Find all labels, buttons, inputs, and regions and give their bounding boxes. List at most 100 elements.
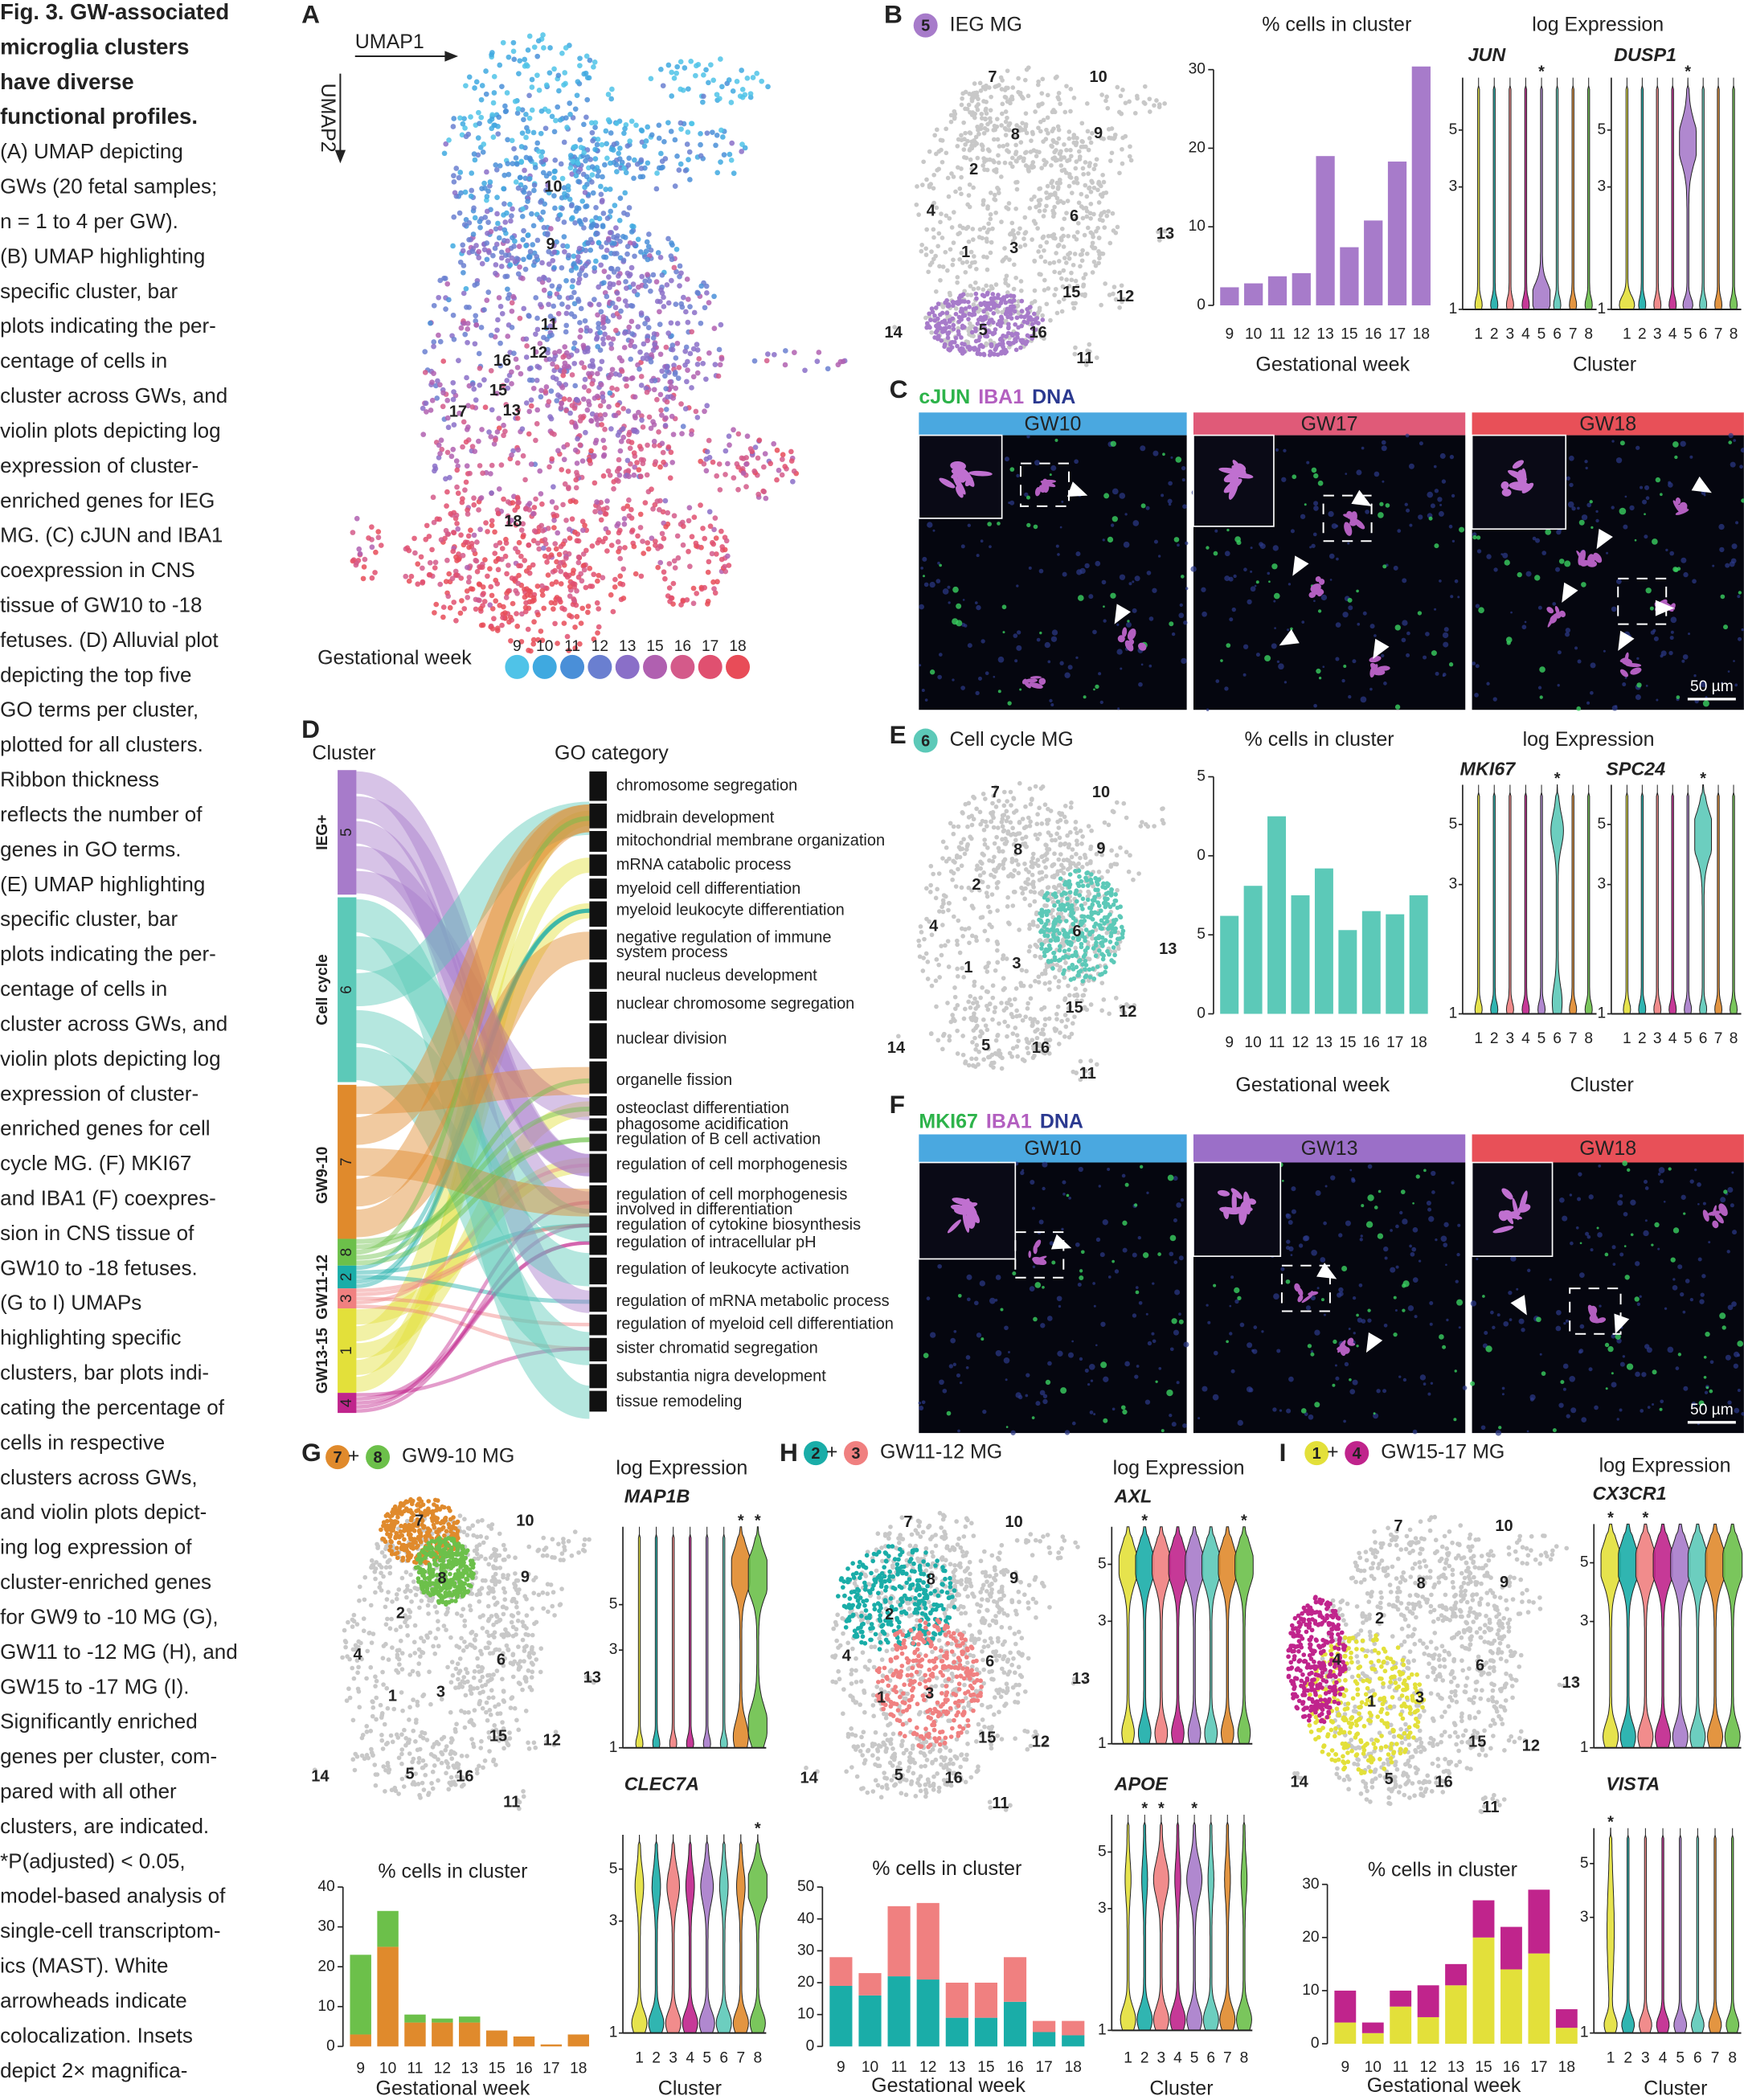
umap-point: [509, 452, 514, 458]
umap-point: [995, 941, 1001, 947]
umap-point: [1080, 993, 1086, 998]
umap-point: [1062, 256, 1067, 260]
umap-point: [638, 157, 645, 163]
umap-point: [735, 431, 742, 437]
umap-point: [483, 91, 489, 97]
umap-point: [995, 137, 1001, 142]
umap-point: [1055, 869, 1061, 874]
umap-point: [961, 837, 966, 842]
umap-point: [1000, 259, 1005, 264]
umap-point: [702, 535, 708, 542]
umap-point: [614, 468, 620, 474]
umap-point: [489, 407, 495, 413]
umap-point: [441, 150, 448, 157]
umap-point: [791, 468, 797, 474]
umap-point: [706, 350, 712, 356]
umap-point: [568, 294, 575, 301]
umap-point: [1030, 865, 1035, 870]
umap-point: [534, 583, 541, 589]
umap-point: [1026, 815, 1031, 821]
umap-point: [538, 301, 543, 308]
cluster-label: 11: [1076, 350, 1093, 367]
umap-point: [657, 559, 664, 566]
umap-point: [783, 348, 788, 354]
caption-line: plotted for all clusters.: [0, 732, 203, 756]
umap-point: [468, 527, 473, 534]
umap-point: [665, 300, 672, 306]
umap-point: [981, 225, 987, 231]
umap-point: [965, 202, 970, 207]
umap-point: [370, 1631, 376, 1636]
umap-point: [718, 159, 723, 165]
cluster-label: 13: [1159, 940, 1177, 958]
umap-point: [936, 962, 941, 968]
umap-point: [1035, 1027, 1040, 1033]
umap-point: [481, 591, 486, 596]
umap-point: [631, 543, 637, 550]
umap-point: [466, 236, 472, 243]
umap-point: [687, 350, 694, 357]
umap-point: [977, 809, 983, 815]
umap-point: [603, 128, 609, 134]
umap-point: [1052, 235, 1058, 241]
umap-point: [997, 144, 1002, 149]
umap-point: [563, 329, 569, 335]
umap-point: [453, 458, 460, 464]
umap-point: [684, 379, 690, 385]
umap-point: [648, 76, 654, 82]
umap-point: [557, 117, 563, 123]
umap-point: [497, 62, 503, 68]
umap-point: [565, 304, 571, 310]
umap-point-highlight: [1021, 314, 1027, 320]
umap-point: [607, 230, 613, 235]
umap-point: [700, 99, 706, 105]
umap-point: [638, 249, 644, 255]
caption-line: depicting the top five: [0, 662, 191, 686]
umap-point: [1034, 821, 1040, 827]
umap-point: [716, 461, 723, 467]
umap-point: [988, 190, 993, 195]
umap-point: [984, 989, 989, 994]
umap-point-highlight: [1067, 939, 1073, 945]
umap-point: [653, 279, 660, 285]
umap-point: [1069, 190, 1075, 195]
umap-point: [551, 193, 557, 199]
umap-point: [1080, 834, 1085, 839]
umap-point: [517, 264, 522, 270]
umap-point: [993, 166, 999, 172]
umap-point: [663, 415, 669, 421]
umap-point: [968, 1005, 973, 1010]
umap-point: [531, 619, 537, 625]
umap-point: [669, 346, 676, 353]
umap-point: [604, 248, 610, 253]
umap-point: [593, 415, 599, 420]
umap-point: [643, 248, 649, 254]
umap-point: [638, 573, 645, 579]
umap-point: [558, 161, 564, 167]
umap-point: [549, 283, 555, 289]
umap-point: [465, 595, 471, 600]
umap-point: [1032, 288, 1038, 293]
umap-point: [657, 464, 663, 470]
umap-point: [481, 377, 487, 383]
umap-point: [1032, 299, 1038, 304]
umap-point: [561, 620, 567, 626]
umap-point: [462, 331, 469, 338]
umap-point: [509, 137, 515, 144]
umap-point: [1046, 817, 1051, 823]
umap-point-highlight: [1042, 953, 1047, 959]
umap-point: [473, 557, 479, 563]
umap-point: [502, 219, 509, 225]
umap-point-highlight: [1103, 969, 1107, 975]
umap-point: [476, 581, 482, 587]
umap-point: [511, 145, 517, 152]
umap-point: [525, 626, 531, 632]
umap-point: [385, 1705, 391, 1711]
umap-point: [583, 203, 590, 209]
umap-point: [502, 1746, 506, 1751]
umap-point: [507, 614, 514, 620]
umap-point: [694, 415, 701, 420]
umap-point: [526, 377, 533, 383]
umap-point: [458, 190, 464, 196]
umap-point: [576, 276, 583, 282]
